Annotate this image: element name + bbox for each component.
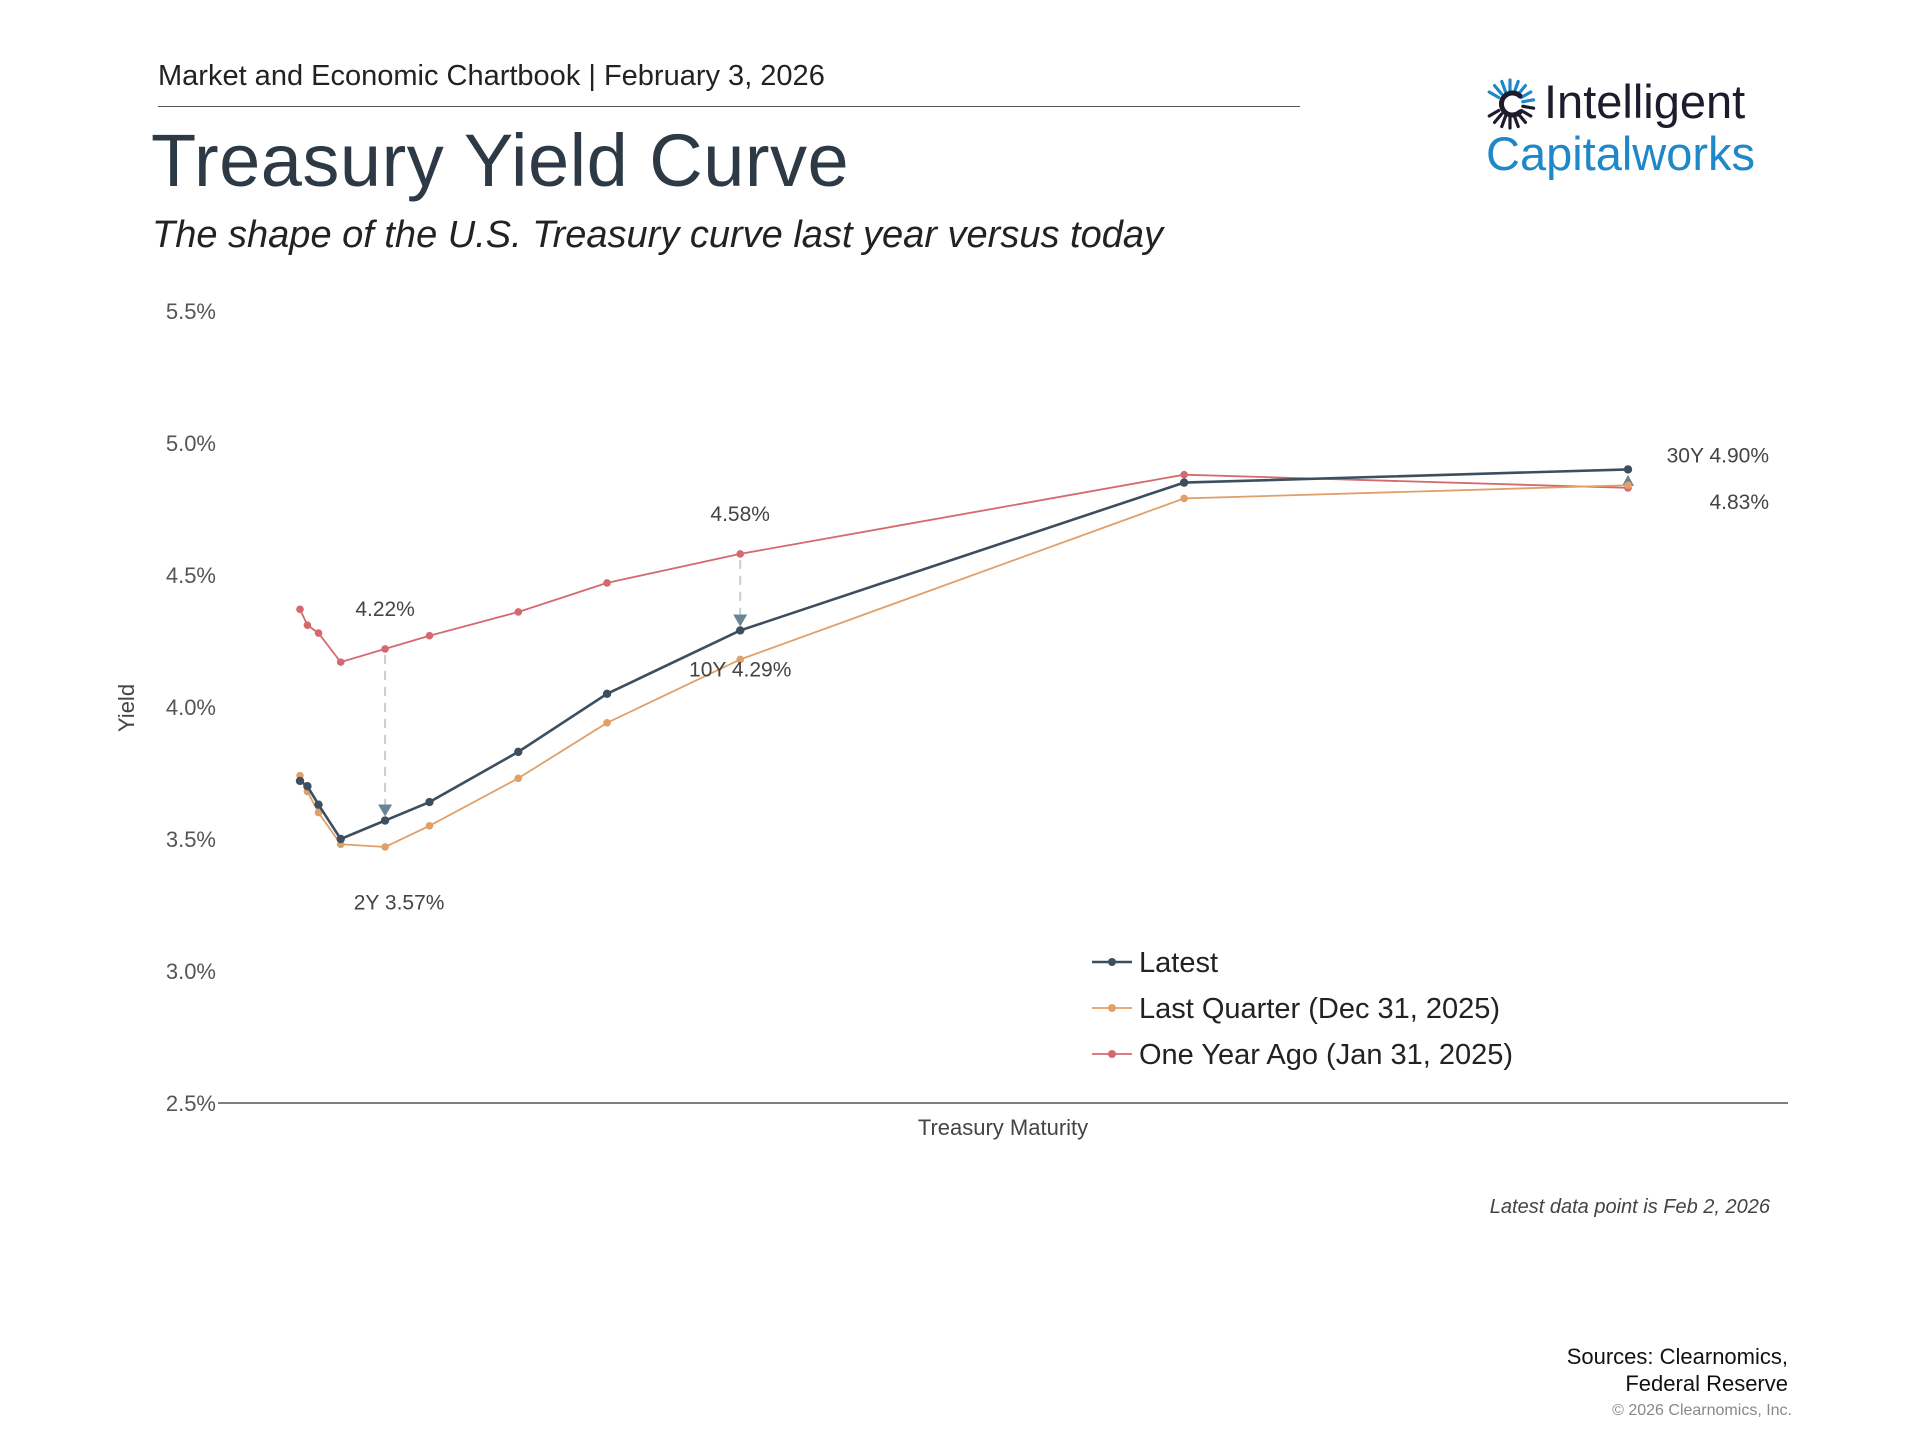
- legend-item: Last Quarter (Dec 31, 2025): [1092, 993, 1500, 1025]
- data-point: [603, 579, 611, 587]
- chart-legend: Latest Last Quarter (Dec 31, 2025) One Yea…: [1092, 947, 1513, 1071]
- data-point: [1180, 470, 1188, 479]
- data-point: [425, 631, 434, 640]
- data-annotations: 4.22% 2Y 3.57% 4.58% 10Y 4.29% 30Y 4.90% 4.83…: [354, 444, 1769, 914]
- data-point: [1624, 481, 1632, 490]
- y-tick-label: 4.0%: [166, 695, 216, 720]
- annotation-label: 4.22%: [355, 598, 415, 621]
- data-point: [314, 808, 323, 817]
- data-point: [381, 843, 389, 851]
- sources-note: Sources: Clearnomics, Federal Reserve: [1480, 1343, 1788, 1397]
- data-point: [380, 816, 390, 825]
- logo-ray: [1521, 98, 1536, 104]
- legend-swatch-dot: [1108, 958, 1116, 966]
- sources-line-1: Sources: Clearnomics,: [1566, 1344, 1788, 1369]
- series-1: [296, 481, 1632, 851]
- series-lines: [295, 465, 1633, 851]
- logo-ray: [1492, 84, 1504, 96]
- logo-ray: [1500, 79, 1508, 94]
- logo-text-capitalworks: Capitalworks: [1486, 127, 1756, 180]
- data-point: [336, 658, 345, 666]
- copyright-note: © 2026 Clearnomics, Inc.: [1612, 1402, 1792, 1419]
- series-line: [299, 468, 1629, 841]
- page-subtitle: The shape of the U.S. Treasury curve las…: [152, 214, 1163, 256]
- data-point: [514, 747, 523, 757]
- data-point: [514, 608, 523, 616]
- y-axis-label: Yield: [114, 684, 139, 732]
- data-point: [736, 655, 745, 664]
- annotation-label: 4.58%: [710, 503, 770, 526]
- data-point: [514, 774, 523, 783]
- legend-swatch-dot: [1108, 1004, 1116, 1012]
- data-point: [425, 797, 434, 807]
- data-point: [1180, 494, 1188, 503]
- down-arrow-icon: [733, 614, 748, 627]
- data-point: [314, 629, 323, 637]
- sunburst-c-logo-icon: [1487, 78, 1536, 130]
- logo-ray: [1519, 90, 1533, 100]
- annotation-label: 4.83%: [1709, 491, 1769, 514]
- data-point: [603, 719, 611, 727]
- data-point: [1623, 465, 1633, 474]
- annotation-label: 30Y 4.90%: [1667, 444, 1769, 467]
- series-0: [295, 465, 1633, 844]
- sources-line-2: Federal Reserve: [1625, 1371, 1788, 1396]
- legend-item: One Year Ago (Jan 31, 2025): [1092, 1039, 1513, 1071]
- data-point: [303, 621, 312, 629]
- header-divider: [158, 106, 1300, 107]
- data-point: [602, 689, 612, 698]
- logo-ray: [1487, 108, 1501, 118]
- legend-label: Last Quarter (Dec 31, 2025): [1139, 993, 1500, 1025]
- y-tick-label: 3.5%: [166, 827, 216, 852]
- series-line: [299, 473, 1629, 664]
- legend-label: One Year Ago (Jan 31, 2025): [1139, 1039, 1513, 1071]
- series-line: [299, 484, 1629, 848]
- down-arrow-icon: [378, 804, 393, 817]
- logo-ray: [1487, 90, 1501, 100]
- logo-ray: [1500, 114, 1508, 129]
- y-tick-label: 2.5%: [166, 1091, 216, 1116]
- data-point: [381, 645, 389, 653]
- data-point: [314, 800, 323, 809]
- data-point: [1179, 478, 1189, 487]
- y-axis-ticks: 5.5% 5.0% 4.5% 4.0% 3.5% 3.0% 2.5%: [166, 299, 216, 1116]
- chartbook-header: Market and Economic Chartbook | February…: [158, 60, 825, 92]
- logo-ray: [1519, 108, 1533, 118]
- data-point: [336, 834, 345, 844]
- logo-c-arc: [1499, 90, 1523, 118]
- series-2: [296, 470, 1632, 666]
- x-axis-label: Treasury Maturity: [918, 1115, 1088, 1140]
- data-point: [736, 550, 745, 558]
- change-arrows: [378, 474, 1634, 817]
- latest-data-note: Latest data point is Feb 2, 2026: [1489, 1196, 1770, 1218]
- data-point: [295, 776, 305, 786]
- data-point: [296, 605, 304, 614]
- data-point: [303, 782, 312, 791]
- y-tick-label: 4.5%: [166, 563, 216, 588]
- company-logo: Intelligent Capitalworks: [1482, 72, 1782, 192]
- page-title: Treasury Yield Curve: [151, 119, 850, 202]
- annotation-label: 2Y 3.57%: [354, 892, 445, 915]
- annotation-label: 10Y 4.29%: [689, 658, 791, 681]
- logo-text-intelligent: Intelligent: [1544, 75, 1746, 128]
- legend-swatch-dot: [1108, 1050, 1116, 1058]
- legend-label: Latest: [1139, 947, 1218, 979]
- logo-ray: [1512, 114, 1520, 129]
- y-tick-label: 5.5%: [166, 299, 216, 324]
- data-point: [425, 822, 434, 830]
- logo-ray: [1521, 104, 1536, 110]
- logo-ray: [1492, 112, 1504, 124]
- logo-ray: [1512, 79, 1520, 94]
- y-tick-label: 5.0%: [166, 431, 216, 456]
- y-tick-label: 3.0%: [166, 959, 216, 984]
- legend-item: Latest: [1092, 947, 1218, 979]
- data-point: [736, 626, 745, 635]
